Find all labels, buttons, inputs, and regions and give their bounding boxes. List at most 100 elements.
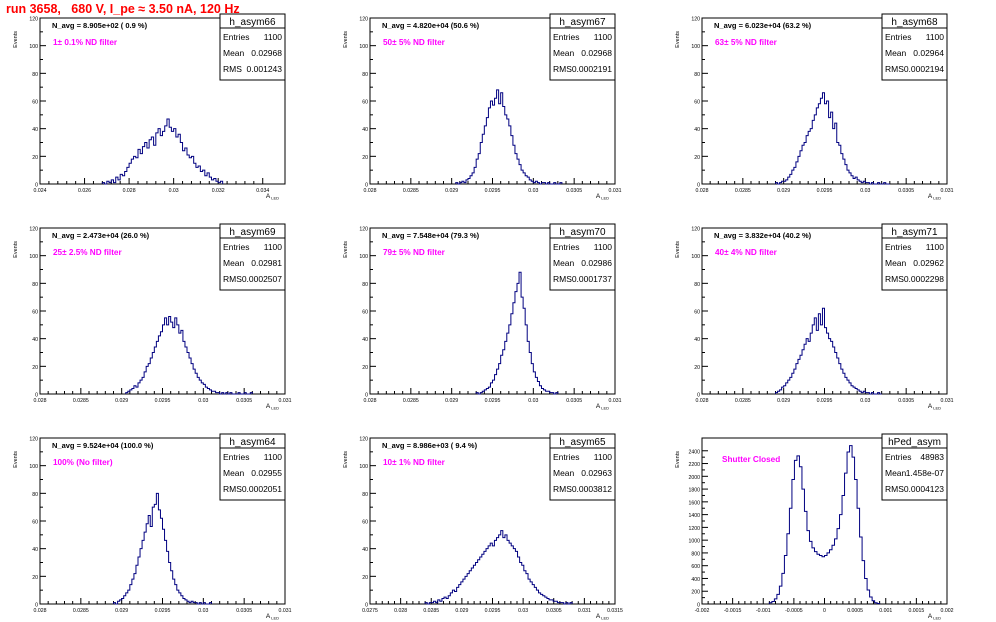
stats-title: h_asym71 [891, 227, 938, 238]
x-tick-label: 0.0005 [847, 608, 863, 614]
stats-label: RMS [223, 274, 242, 284]
stats-label: Mean [885, 258, 907, 268]
x-tick-label: 0.0295 [817, 398, 833, 404]
y-tick-label: 40 [694, 337, 700, 343]
histogram-line [113, 492, 212, 605]
x-tick-label: 0.03 [528, 398, 538, 404]
y-axis-label: Events [343, 451, 349, 468]
x-tick-label: 0.0315 [607, 608, 623, 614]
x-tick-label: 0.031 [279, 398, 292, 404]
run-title: run 3658, 680 V, I_pe ≈ 3.50 nA, 120 Hz [6, 2, 240, 16]
x-tick-label: 0.0305 [898, 398, 914, 404]
histogram-line [475, 271, 559, 395]
y-tick-label: 2400 [688, 449, 700, 455]
stats-label: Entries [553, 32, 579, 42]
y-tick-label: 80 [32, 72, 38, 78]
panel-h_asym65: 0 20 40 60 80 100 120 0.0275 0.028 0.0285 0.029 0.0… [343, 433, 623, 621]
x-axis-label-subscript: LED [933, 616, 941, 621]
x-tick-label: 0.0285 [735, 188, 751, 194]
x-axis-label: ALED [266, 193, 279, 201]
x-tick-label: 0.031 [609, 188, 622, 194]
y-tick-label: 0 [35, 183, 38, 189]
y-tick-label: 120 [691, 17, 700, 23]
x-tick-label: 0.03 [518, 608, 528, 614]
y-tick-label: 20 [694, 365, 700, 371]
y-tick-label: 120 [29, 437, 38, 443]
y-tick-label: 80 [32, 282, 38, 288]
y-tick-label: 0 [365, 393, 368, 399]
stats-label: Mean [885, 468, 907, 478]
stats-value: 0.0002051 [242, 484, 282, 494]
x-axis-label: ALED [596, 403, 609, 411]
y-tick-label: 20 [32, 155, 38, 161]
x-tick-label: 0.031 [279, 608, 292, 614]
y-tick-label: 1600 [688, 500, 700, 506]
panel-h_asym64: 0 20 40 60 80 100 120 0.028 0.0285 0.029 0.0295 0.0… [13, 433, 292, 621]
stats-label: Entries [223, 452, 249, 462]
x-axis-label: ALED [266, 613, 279, 621]
x-tick-label: 0.0285 [423, 608, 439, 614]
stats-label: Entries [885, 452, 911, 462]
filter-label: 25± 2.5% ND filter [53, 248, 122, 257]
stats-label: Mean [223, 468, 245, 478]
stats-title: h_asym70 [559, 227, 606, 238]
stats-label: RMS [885, 484, 904, 494]
y-tick-label: 20 [362, 575, 368, 581]
y-tick-label: 120 [29, 17, 38, 23]
panel-hPed_asym: 0 200 400 600 800 1000 1200 1400 1600 1800 2000 220… [675, 433, 954, 621]
stats-value: 0.02963 [581, 468, 612, 478]
panel-h_asym71: 0 20 40 60 80 100 120 0.028 0.0285 0.029 0.0295 0.0… [675, 223, 954, 411]
x-tick-label: 0.03 [528, 188, 538, 194]
x-tick-label: 0.028 [34, 398, 47, 404]
y-tick-label: 20 [32, 575, 38, 581]
stats-box [549, 223, 616, 291]
panel-h_asym68: 0 20 40 60 80 100 120 0.028 0.0285 0.029 0.0295 0.0… [675, 13, 954, 201]
x-tick-label: 0.0305 [566, 188, 582, 194]
y-axis-label: Events [675, 31, 681, 48]
stats-value: 1100 [594, 242, 613, 252]
x-tick-label: 0.03 [198, 608, 208, 614]
x-tick-label: -0.0005 [785, 608, 803, 614]
x-tick-label: 0.028 [34, 608, 47, 614]
histogram-line [768, 445, 881, 604]
histogram-line [424, 530, 573, 605]
x-tick-label: 0.029 [115, 398, 128, 404]
stats-value: 0.02968 [581, 48, 612, 58]
y-tick-label: 40 [32, 337, 38, 343]
y-tick-label: 40 [32, 547, 38, 553]
y-tick-label: 1400 [688, 513, 700, 519]
stats-value: 0.02962 [913, 258, 944, 268]
stats-label: Mean [885, 48, 907, 58]
x-tick-label: 0.028 [364, 398, 377, 404]
x-axis-label: ALED [596, 193, 609, 201]
x-tick-label: -0.002 [695, 608, 710, 614]
y-tick-label: 2200 [688, 462, 700, 468]
y-tick-label: 60 [362, 100, 368, 106]
filter-label: 63± 5% ND filter [715, 38, 778, 47]
x-tick-label: -0.001 [756, 608, 771, 614]
stats-value: 0.0002298 [904, 274, 944, 284]
y-tick-label: 40 [362, 127, 368, 133]
stats-value: 0.02964 [913, 48, 944, 58]
stats-title: hPed_asym [888, 437, 941, 448]
stats-box [219, 13, 286, 81]
stats-box [881, 223, 948, 291]
stats-value: 48983 [920, 452, 944, 462]
x-axis-label-subscript: LED [271, 406, 279, 411]
y-tick-label: 20 [362, 365, 368, 371]
stats-value: 1100 [926, 242, 945, 252]
x-axis-label-subscript: LED [933, 406, 941, 411]
x-tick-label: 0.0285 [403, 188, 419, 194]
stats-title: h_asym65 [559, 437, 606, 448]
filter-label: 50± 5% ND filter [383, 38, 446, 47]
y-axis-label: Events [343, 241, 349, 258]
stats-value: 0.0002194 [904, 64, 944, 74]
y-tick-label: 100 [359, 254, 368, 260]
stats-box [881, 13, 948, 81]
stats-title: h_asym66 [229, 17, 276, 28]
y-tick-label: 100 [359, 44, 368, 50]
y-tick-label: 0 [365, 603, 368, 609]
y-tick-label: 60 [32, 100, 38, 106]
y-tick-label: 1800 [688, 488, 700, 494]
